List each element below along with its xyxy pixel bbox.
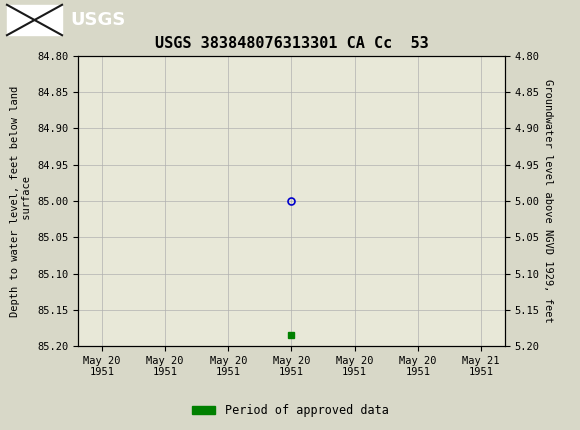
Y-axis label: Groundwater level above NGVD 1929, feet: Groundwater level above NGVD 1929, feet [543, 79, 553, 323]
Text: USGS: USGS [71, 11, 126, 29]
Bar [7, 5, 62, 35]
Title: USGS 383848076313301 CA Cc  53: USGS 383848076313301 CA Cc 53 [155, 36, 428, 51]
Y-axis label: Depth to water level, feet below land
 surface: Depth to water level, feet below land su… [10, 86, 32, 316]
Legend: Period of approved data: Period of approved data [187, 399, 393, 422]
